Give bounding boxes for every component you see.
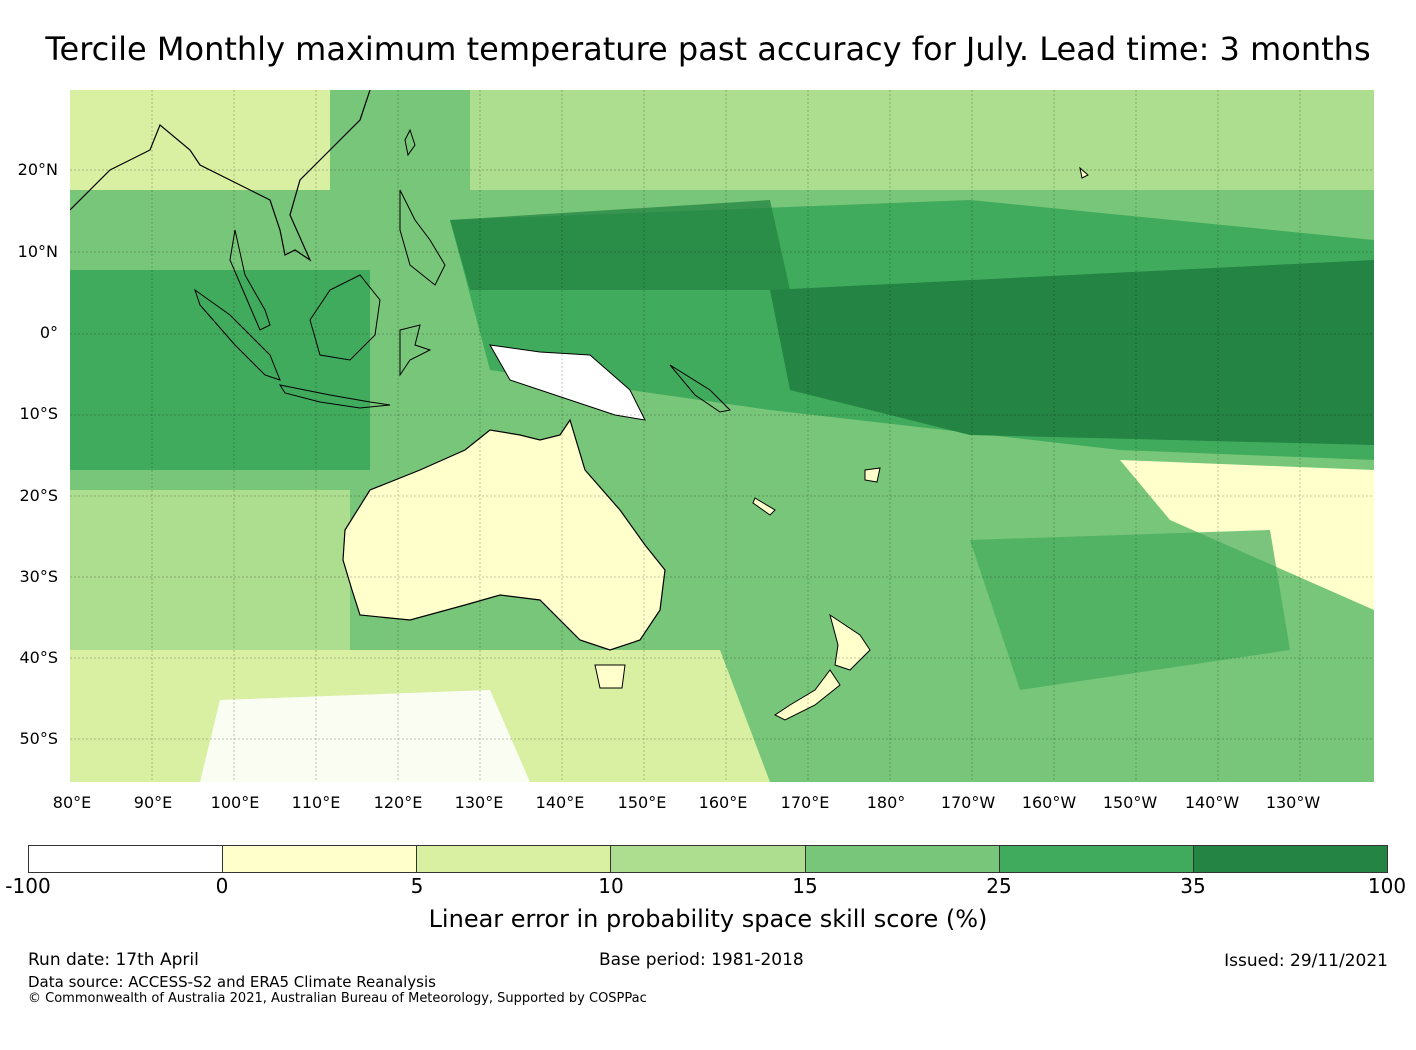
colorbar-tick: 10 (598, 874, 624, 898)
sumatra (194, 288, 281, 381)
new-zealand-south-island (774, 669, 841, 721)
lon-label: 170°W (940, 793, 996, 812)
solomon-islands (669, 364, 732, 413)
colorbar-tick: 35 (1180, 874, 1206, 898)
hawaii (1079, 166, 1089, 179)
lat-label: 10°S (19, 404, 58, 423)
colorbar-segment (223, 846, 418, 872)
data-source: Data source: ACCESS-S2 and ERA5 Climate … (28, 973, 436, 991)
lon-label: 110°E (291, 793, 341, 812)
lon-label: 150°E (617, 793, 667, 812)
lon-label: 140°W (1184, 793, 1240, 812)
colorbar-tick: 25 (986, 874, 1012, 898)
equatorial-core-highest (770, 260, 1374, 445)
lon-label: 80°E (52, 793, 92, 812)
tasmania (594, 664, 626, 689)
colorbar-tick: 5 (410, 874, 424, 898)
colorbar-segment (29, 846, 224, 872)
fiji (864, 467, 881, 483)
taiwan (404, 128, 416, 157)
run-date: Run date: 17th April (28, 950, 199, 970)
colorbar-label: Linear error in probability space skill … (428, 905, 988, 933)
lon-label: 160°E (698, 793, 748, 812)
colorbar-tick: 100 (1367, 874, 1407, 898)
lat-label: 20°S (19, 486, 58, 505)
lon-label: 130°W (1265, 793, 1321, 812)
graticule (70, 90, 1374, 782)
lon-label: 130°E (454, 793, 504, 812)
lon-label: 150°W (1102, 793, 1158, 812)
colorbar-segment (417, 846, 612, 872)
colorbar-tick: 15 (792, 874, 818, 898)
lat-label: 30°S (19, 567, 58, 586)
north-pacific-mid (470, 90, 1374, 190)
south-indian-mid (70, 490, 350, 650)
lon-label: 170°E (780, 793, 830, 812)
base-period: Base period: 1981-2018 (599, 950, 804, 970)
copyright: © Commonwealth of Australia 2021, Austra… (28, 991, 647, 1006)
skill-map (70, 90, 1374, 782)
lat-label: 20°N (17, 160, 58, 179)
malay-peninsula (229, 229, 271, 331)
philippines (399, 189, 446, 286)
south-pacific-mid (970, 530, 1290, 690)
warm-pool-high (450, 200, 790, 290)
lon-label: 160°W (1021, 793, 1077, 812)
indian-ocean-band (70, 270, 370, 470)
colorbar-segment (999, 846, 1194, 872)
colorbar (28, 845, 1388, 873)
lat-label: 10°N (17, 242, 58, 261)
colorbar-tick: 0 (215, 874, 229, 898)
lon-label: 120°E (373, 793, 423, 812)
colorbar-segment (1193, 846, 1387, 872)
new-zealand-north-island (829, 613, 871, 671)
map-title: Tercile Monthly maximum temperature past… (45, 30, 1371, 68)
colorbar-segment (611, 846, 806, 872)
sulawesi (399, 324, 432, 377)
lon-label: 180° (866, 793, 906, 812)
lat-label: 40°S (19, 648, 58, 667)
colorbar-tick: -100 (5, 874, 51, 898)
colorbar-segment (805, 846, 1000, 872)
lat-label: 0° (39, 323, 58, 342)
australia-landmass (342, 418, 666, 651)
northwest-land-low (70, 90, 330, 190)
borneo (309, 274, 381, 361)
lon-label: 140°E (535, 793, 585, 812)
asia-coastline (70, 90, 371, 262)
new-guinea (489, 344, 646, 421)
lon-label: 100°E (210, 793, 260, 812)
new-caledonia (752, 497, 776, 516)
lon-label: 90°E (133, 793, 173, 812)
java (278, 384, 391, 409)
issued-date: Issued: 29/11/2021 (1224, 951, 1388, 971)
southern-ocean-white (200, 690, 530, 782)
lat-label: 50°S (19, 729, 58, 748)
